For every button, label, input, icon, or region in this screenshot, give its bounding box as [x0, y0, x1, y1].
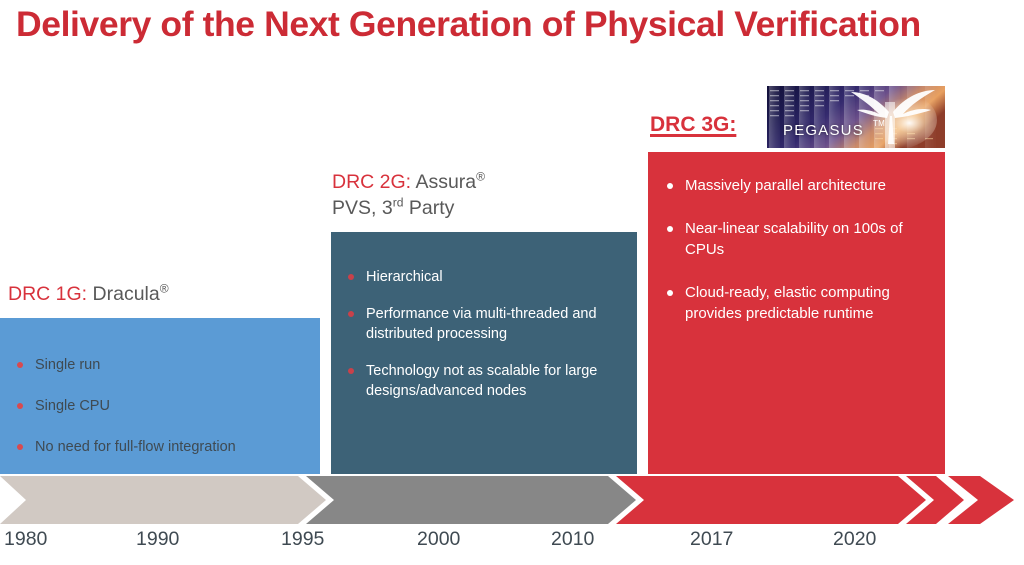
drc-2g-label: DRC 2G:: [332, 171, 412, 193]
drc-3g-heading: DRC 3G:: [650, 113, 737, 136]
timeline-arrow-band: [0, 476, 1024, 524]
drc-3g-panel: Massively parallel architecture Near-lin…: [648, 152, 945, 474]
list-item: Technology not as scalable for large des…: [345, 361, 627, 401]
timeline-chevron-5: [948, 476, 1014, 524]
timeline-year-axis: 1980 1990 1995 2000 2010 2017 2020: [0, 528, 1024, 560]
drc-2g-subtitle-pre: PVS, 3: [332, 196, 393, 219]
drc-2g-product: Assura: [415, 171, 477, 193]
list-item: Single run: [14, 355, 310, 375]
drc-1g-bullet-list: Single run Single CPU No need for full-f…: [14, 355, 310, 478]
year-label: 2000: [417, 528, 461, 550]
list-item: Cloud-ready, elastic computing provides …: [664, 282, 937, 324]
page-title: Delivery of the Next Generation of Physi…: [16, 4, 921, 44]
list-item: Massively parallel architecture: [664, 175, 937, 196]
timeline-chevron-4: [906, 476, 964, 524]
drc-2g-heading: DRC 2G: Assura® PVS, 3rd Party: [332, 170, 485, 222]
trademark-icon: TM: [873, 119, 886, 128]
drc-1g-label: DRC 1G:: [8, 283, 88, 305]
drc-1g-panel: Single run Single CPU No need for full-f…: [0, 318, 320, 474]
list-item: Near-linear scalability on 100s of CPUs: [664, 218, 937, 260]
list-item: No need for full-flow integration: [14, 437, 310, 457]
pegasus-wordmark: PEGASUS: [783, 122, 864, 139]
list-item: Single CPU: [14, 396, 310, 416]
registered-mark-icon: ®: [476, 169, 486, 184]
year-label: 2010: [551, 528, 595, 550]
pegasus-logo: PEGASUS TM: [767, 86, 945, 148]
year-label: 1995: [281, 528, 325, 550]
timeline-segment-1: [0, 476, 326, 524]
timeline-chevrons: [0, 476, 1014, 524]
timeline-segment-2: [306, 476, 636, 524]
year-label: 1990: [136, 528, 180, 550]
year-label: 2017: [690, 528, 734, 550]
drc-1g-product: Dracula: [92, 283, 160, 305]
registered-mark-icon: ®: [159, 281, 169, 296]
drc-1g-heading: DRC 1G: Dracula®: [8, 282, 169, 308]
drc-2g-subtitle: PVS, 3rd Party: [332, 196, 485, 222]
drc-2g-bullet-list: Hierarchical Performance via multi-threa…: [345, 267, 627, 418]
drc-2g-subtitle-post: Party: [403, 196, 455, 219]
ordinal-suffix: rd: [392, 195, 404, 210]
list-item: Hierarchical: [345, 267, 627, 287]
drc-3g-bullet-list: Massively parallel architecture Near-lin…: [664, 175, 937, 346]
list-item: Performance via multi-threaded and distr…: [345, 304, 627, 344]
year-label: 2020: [833, 528, 877, 550]
pegasus-logo-artwork: [767, 86, 945, 148]
drc-2g-panel: Hierarchical Performance via multi-threa…: [331, 232, 637, 474]
timeline-segment-3: [616, 476, 926, 524]
year-label: 1980: [4, 528, 48, 550]
